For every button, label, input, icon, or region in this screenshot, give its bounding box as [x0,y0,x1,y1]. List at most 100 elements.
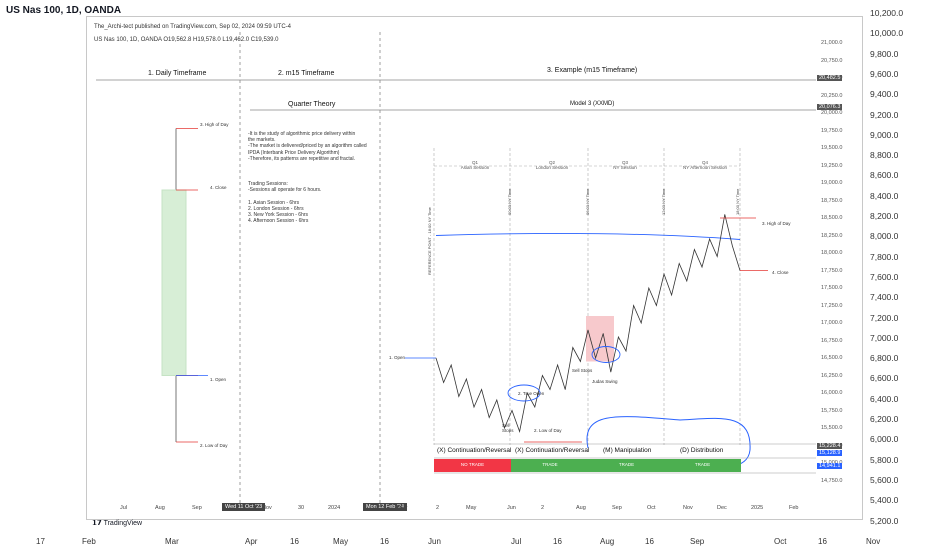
model-title: Model 3 (XXMD) [570,101,615,107]
inner-price-tick: 15,000.0 [821,460,842,466]
publish-header: The_Archi-tect published on TradingView.… [94,24,292,30]
phase-bar [664,459,741,472]
phase-bar-label-1: NO TRADE [460,462,485,467]
inner-price-badge: 20,076.3 [817,103,843,110]
price-point [724,214,726,215]
daily-high-label: 3. High of Day [200,122,229,127]
example-low-label: 2. Low of Day [534,428,562,433]
quarter-q4: Q4 NY Afternoon Session [683,160,727,170]
price-point [732,245,733,247]
price-point [534,406,536,408]
price-point [542,375,543,376]
inner-price-tick: 17,500.0 [821,285,843,291]
vertical-label-1800: 18:00 NY Time [735,188,740,215]
price-point [663,273,665,275]
inner-price-tick: 17,250.0 [821,302,843,309]
outer-time-tick: 16 [380,537,389,546]
price-point [602,333,604,334]
price-point [511,410,513,411]
price-point [633,305,634,306]
price-point [466,378,467,380]
inner-price-tick: 16,250.0 [821,372,843,379]
price-point [519,431,520,432]
outer-price-tick: 8,800.0 [870,150,899,161]
inner-price-tick: 20,750.0 [821,57,843,64]
outer-price-tick: 9,600.0 [870,68,899,79]
vertical-label-1200: 12:00 NY Time [661,188,666,215]
sell-stops-left-label: Sell Stops [502,423,514,433]
inner-price-tick: 19,000.0 [821,180,843,186]
inner-price-tick: 16,750.0 [821,337,843,344]
outer-price-tick: 7,600.0 [870,271,899,282]
price-point [618,336,619,338]
inner-time-tick: Jul [120,505,128,511]
price-point [686,280,688,282]
inner-time-tick: Jun [507,505,516,511]
inner-time-tick: 2 [541,505,545,511]
price-point [496,399,498,401]
outer-time-tick: Mar [165,537,179,546]
inner-time-tick: May [466,505,477,511]
quarter-q1: Q1 Asian Session [460,160,490,170]
inner-time-tick: 30 [298,505,305,511]
price-point [648,287,650,289]
reference-level-line [435,232,741,240]
outer-time-tick: Sep [690,537,705,546]
price-point [572,347,574,348]
date-badge-feb24: Mon 12 Feb '24 [363,503,408,511]
price-point [610,371,612,373]
price-point [557,364,558,366]
outer-price-tick: 9,000.0 [870,129,899,140]
price-point [671,294,672,296]
outer-time-tick: 16 [645,537,654,546]
example-title: 3. Example (m15 Timeframe) [547,67,638,74]
phase-label-3: (M) Manipulation [603,447,652,454]
outer-time-tick: Oct [774,537,787,546]
outer-price-tick: 10,000.0 [870,28,904,39]
outer-price-tick: 6,800.0 [870,353,899,364]
sessions-text: Trading Sessions: -Sessions all operate … [248,181,322,225]
inner-time-tick: Nov [262,505,272,511]
price-point [458,396,460,397]
inner-time-tick: Aug [576,505,586,511]
true-open-circle [507,384,541,402]
quarter-theory-title: Quarter Theory [288,101,336,108]
inner-price-tick: 19,750.0 [821,127,843,134]
daily-open-label: 1. Open [210,377,227,382]
outer-time-tick: Jun [428,537,441,546]
price-point [656,305,657,306]
outer-price-tick: 9,200.0 [870,109,899,120]
outer-time-tick: Feb [82,537,96,546]
price-point [587,329,589,331]
quarter-q2: Q2 London Session [535,160,569,170]
outer-time-tick: 16 [818,537,827,546]
true-open-label: 2. True Open [518,391,545,396]
inner-time-tick: 2 [436,505,440,511]
inner-time-tick: Feb [789,505,799,511]
inner-price-tick: 20,250.0 [821,92,843,99]
outer-price-tick: 7,000.0 [870,332,899,343]
price-point [709,238,710,240]
inner-time-tick: Mar [398,505,408,511]
outer-price-tick: 9,800.0 [870,48,899,59]
outer-price-tick: 9,400.0 [870,89,899,100]
price-point [481,389,482,390]
outer-time-tick: Aug [600,537,615,546]
outer-price-tick: 6,600.0 [870,373,899,384]
outer-time-tick: 17 [36,537,45,546]
inner-price-tick: 16,000.0 [821,390,843,396]
inner-price-tick: 20,000.0 [821,110,843,116]
ohlc-readout: US Nas 100, 1D, OANDA O19,562.8 H19,578.… [94,37,279,43]
outer-price-tick: 5,400.0 [870,495,899,506]
phase-label-1: (X) Continuation/Reversal [437,447,512,454]
vertical-label-0000: 00:00 NY Time [507,188,512,215]
daily-close-label: 4. Close [210,185,227,190]
price-point [694,249,695,250]
phase-label-2: (X) Continuation/Reversal [515,447,590,454]
outer-price-tick: 6,400.0 [870,393,899,404]
inner-price-tick: 18,250.0 [821,232,843,239]
phase-bar-label-3: TRADE [618,462,635,467]
example-high-label: 3. High of Day [762,221,791,226]
inner-time-tick: Nov [683,505,693,511]
